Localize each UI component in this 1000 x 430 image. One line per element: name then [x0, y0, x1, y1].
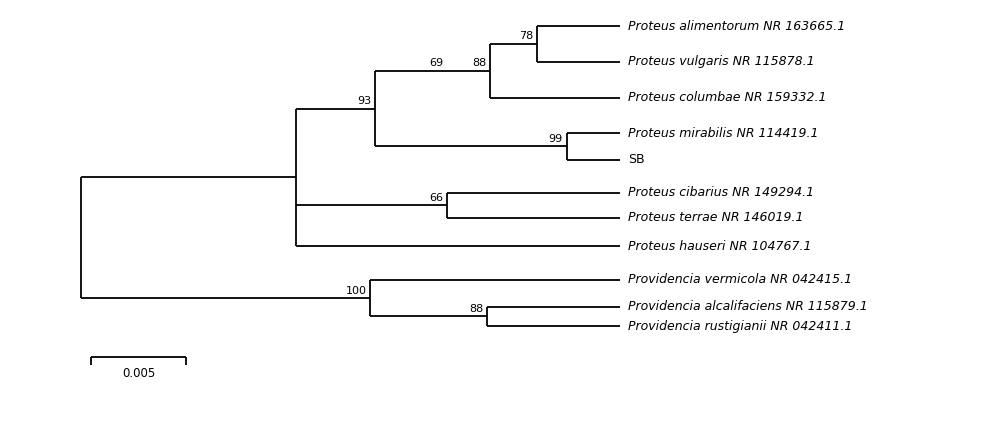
Text: Providencia rustigianii NR 042411.1: Providencia rustigianii NR 042411.1 — [628, 320, 852, 333]
Text: 88: 88 — [472, 58, 486, 68]
Text: 69: 69 — [429, 58, 443, 68]
Text: Proteus terrae NR 146019.1: Proteus terrae NR 146019.1 — [628, 211, 803, 224]
Text: 100: 100 — [345, 286, 366, 295]
Text: Providencia vermicola NR 042415.1: Providencia vermicola NR 042415.1 — [628, 273, 852, 286]
Text: 88: 88 — [469, 304, 483, 314]
Text: 93: 93 — [357, 96, 371, 106]
Text: Proteus hauseri NR 104767.1: Proteus hauseri NR 104767.1 — [628, 240, 811, 253]
Text: 0.005: 0.005 — [122, 367, 155, 380]
Text: 99: 99 — [549, 134, 563, 144]
Text: Proteus cibarius NR 149294.1: Proteus cibarius NR 149294.1 — [628, 186, 814, 199]
Text: 66: 66 — [429, 193, 443, 203]
Text: Proteus alimentorum NR 163665.1: Proteus alimentorum NR 163665.1 — [628, 20, 845, 33]
Text: 78: 78 — [519, 31, 533, 41]
Text: Providencia alcalifaciens NR 115879.1: Providencia alcalifaciens NR 115879.1 — [628, 300, 867, 313]
Text: Proteus columbae NR 159332.1: Proteus columbae NR 159332.1 — [628, 91, 826, 104]
Text: Proteus mirabilis NR 114419.1: Proteus mirabilis NR 114419.1 — [628, 126, 818, 140]
Text: SB: SB — [628, 154, 644, 166]
Text: Proteus vulgaris NR 115878.1: Proteus vulgaris NR 115878.1 — [628, 55, 814, 68]
